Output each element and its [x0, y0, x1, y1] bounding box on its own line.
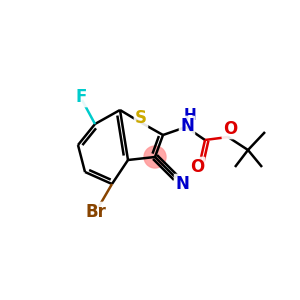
Circle shape: [144, 146, 166, 168]
Text: O: O: [190, 158, 204, 176]
Text: N: N: [175, 175, 189, 193]
Text: S: S: [135, 109, 147, 127]
Text: Br: Br: [85, 203, 106, 221]
Text: N: N: [180, 117, 194, 135]
Text: H: H: [184, 109, 196, 124]
Text: F: F: [75, 88, 87, 106]
Text: O: O: [223, 120, 237, 138]
